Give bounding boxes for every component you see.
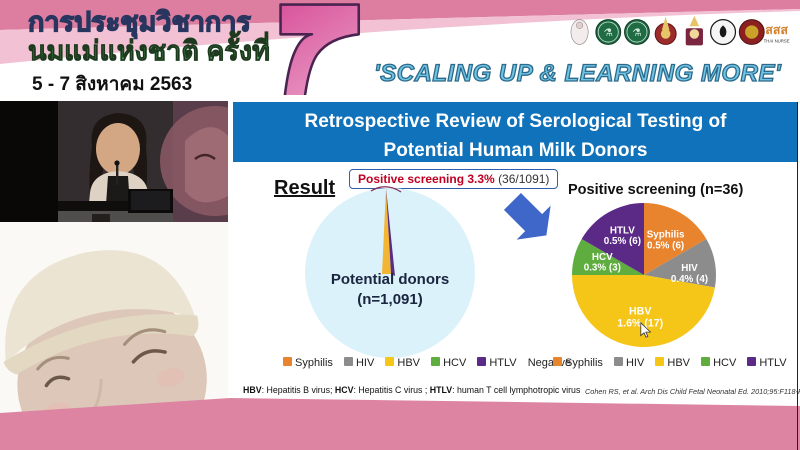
svg-text:0.5% (6): 0.5% (6)	[604, 236, 641, 247]
svg-text:HTLV: HTLV	[610, 225, 635, 236]
svg-text:HCV: HCV	[592, 252, 613, 263]
svg-text:HBV: HBV	[629, 305, 651, 317]
svg-text:Syphilis: Syphilis	[647, 230, 685, 241]
svg-text:0.5% (6): 0.5% (6)	[647, 240, 684, 251]
svg-text:HIV: HIV	[681, 263, 698, 274]
svg-text:0.4% (4): 0.4% (4)	[671, 274, 708, 285]
svg-text:0.3% (3): 0.3% (3)	[584, 262, 621, 273]
